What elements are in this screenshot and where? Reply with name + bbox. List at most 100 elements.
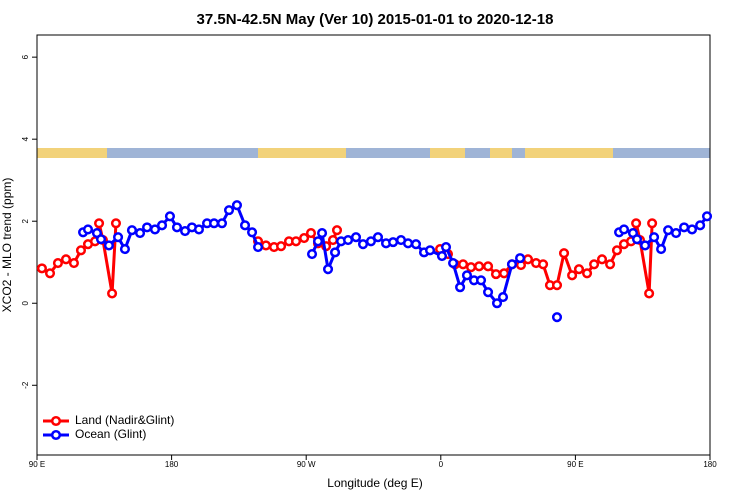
data-point: [582, 268, 593, 279]
data-point: [663, 225, 674, 236]
data-point: [483, 287, 494, 298]
y-axis-label: XCO2 - MLO trend (ppm): [0, 178, 14, 313]
data-point: [611, 245, 623, 256]
data-point: [491, 298, 503, 309]
data-point: [357, 239, 369, 250]
data-point: [506, 259, 518, 270]
data-point: [499, 268, 510, 279]
data-point: [44, 268, 56, 279]
data-point: [252, 242, 264, 253]
data-point: [631, 218, 642, 229]
data-point: [171, 222, 183, 233]
data-point: [223, 205, 235, 216]
data-point: [388, 237, 399, 248]
data-point: [94, 218, 105, 229]
data-point: [134, 228, 146, 239]
y-tick-label: 4: [21, 136, 30, 141]
data-point: [52, 257, 63, 269]
data-point: [640, 240, 651, 251]
data-point: [239, 220, 251, 231]
data-point: [424, 245, 436, 256]
data-point: [164, 211, 176, 222]
data-point: [260, 240, 272, 251]
data-point: [475, 275, 487, 286]
legend-label: Ocean (Glint): [75, 427, 146, 441]
data-point: [110, 218, 122, 229]
data-point: [687, 224, 698, 235]
data-point: [647, 218, 658, 229]
data-point: [113, 232, 124, 243]
data-point: [372, 232, 384, 243]
data-point: [497, 292, 509, 303]
data-point: [126, 225, 138, 236]
x-tick-label: 90 E: [29, 460, 45, 469]
data-point: [679, 222, 690, 233]
x-tick-label: 0: [439, 460, 444, 469]
x-tick-label: 90 E: [567, 460, 583, 469]
data-point: [331, 225, 343, 236]
data-point: [343, 235, 354, 246]
data-point: [317, 228, 328, 239]
data-point: [365, 236, 377, 247]
data-point: [306, 248, 318, 260]
data-point: [490, 269, 502, 280]
data-point: [573, 264, 585, 275]
land-mask-stripe: [37, 148, 710, 158]
data-point: [119, 244, 130, 255]
data-point: [156, 220, 168, 231]
data-point: [551, 312, 563, 323]
data-point: [436, 251, 448, 262]
x-axis-label: Longitude (deg E): [327, 476, 422, 490]
data-point: [558, 248, 570, 259]
data-point: [322, 264, 334, 275]
data-point: [551, 280, 563, 291]
data-point: [649, 232, 660, 243]
data-point: [330, 247, 341, 258]
data-point: [209, 218, 220, 229]
data-point: [567, 270, 578, 281]
data-point: [458, 259, 469, 270]
data-point: [461, 270, 473, 281]
data-point: [474, 261, 485, 272]
data-point: [515, 253, 526, 264]
data-point: [350, 232, 362, 243]
data-point: [644, 288, 655, 299]
data-point: [103, 240, 114, 251]
data-point: [216, 218, 228, 229]
data-point: [305, 228, 317, 239]
data-point: [36, 263, 47, 274]
data-point: [671, 228, 682, 239]
x-tick-label: 90 W: [297, 460, 316, 469]
data-point: [483, 261, 494, 272]
data-point: [107, 288, 118, 299]
x-tick-label: 180: [703, 460, 717, 469]
data-point: [465, 262, 477, 273]
data-point: [290, 236, 302, 247]
data-point: [312, 236, 324, 247]
data-point: [448, 257, 459, 269]
data-point: [60, 254, 72, 265]
data-point: [193, 224, 205, 235]
data-point: [276, 241, 287, 252]
data-point: [299, 232, 310, 244]
y-tick-label: 2: [21, 218, 30, 223]
data-point: [538, 259, 549, 270]
y-tick-label: -2: [21, 381, 30, 389]
data-point: [410, 239, 422, 250]
plot-frame: [36, 34, 711, 456]
data-point: [589, 259, 600, 270]
y-tick-label: 6: [21, 54, 30, 59]
data-point: [231, 200, 243, 211]
data-point: [631, 234, 643, 245]
data-point: [68, 257, 79, 269]
data-point: [82, 224, 94, 235]
data-point: [75, 245, 87, 256]
y-tick-label: 0: [21, 300, 30, 305]
data-point: [701, 211, 713, 222]
data-point: [455, 282, 466, 293]
x-tick-label: 180: [165, 460, 179, 469]
data-point: [656, 244, 667, 255]
data-point: [440, 242, 452, 253]
data-point: [327, 235, 339, 246]
